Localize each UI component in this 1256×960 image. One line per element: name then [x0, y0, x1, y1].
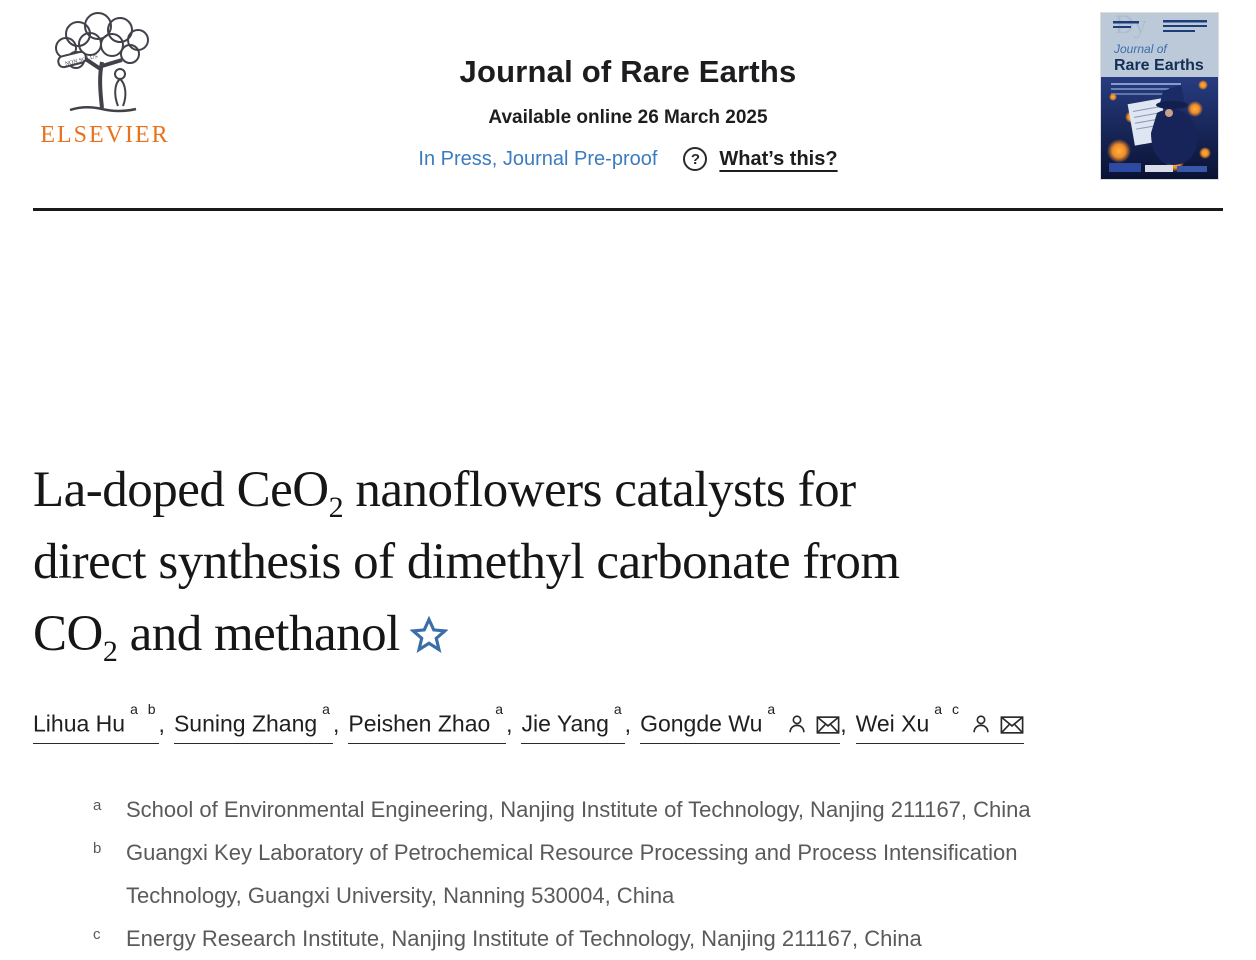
elsevier-logo[interactable]: NON SOLUS ELSEVIER — [36, 12, 174, 149]
affiliation-text: School of Environmental Engineering, Nan… — [126, 796, 1031, 822]
article-title: La-doped CeO2 nanoflowers catalysts for d… — [33, 454, 1223, 670]
press-status-row: In Press, Journal Pre-proof ? What’s thi… — [278, 147, 978, 171]
affiliation-sup: a — [93, 796, 102, 814]
author-link[interactable]: Wei Xua c — [855, 701, 1024, 744]
author-name: Peishen Zhao — [348, 710, 491, 737]
affiliation-item: c Energy Research Institute, Nanjing Inst… — [93, 917, 1093, 960]
person-icon — [973, 715, 989, 732]
author-name: Wei Xu — [855, 710, 930, 737]
author-name: Lihua Hu — [33, 710, 126, 737]
author-link[interactable]: Peishen Zhaoa — [348, 701, 507, 744]
elsevier-wordmark: ELSEVIER — [40, 122, 170, 148]
journal-header: NON SOLUS ELSEVIER Journal of Rare Earth… — [0, 0, 1256, 198]
affiliation-sup: c — [93, 925, 101, 943]
header-divider — [33, 208, 1223, 211]
help-icon[interactable]: ? — [683, 147, 708, 171]
author: Gongde Wua, — [640, 701, 856, 744]
author-name: Jie Yang — [521, 710, 609, 737]
affiliation-item: b Guangxi Key Laboratory of Petrochemical… — [93, 831, 1093, 917]
person-icon — [789, 715, 805, 732]
author: Peishen Zhaoa, — [348, 701, 521, 744]
affiliation-item: a School of Environmental Engineering, Na… — [93, 788, 1093, 831]
author: Jie Yanga, — [521, 701, 640, 744]
affiliation-list: a School of Environmental Engineering, Na… — [93, 788, 1093, 960]
author-affiliation-sup: a — [495, 701, 507, 717]
whats-this-link[interactable]: What’s this? — [719, 147, 838, 170]
author-separator: , — [624, 710, 632, 737]
author-separator: , — [840, 710, 847, 737]
author-link[interactable]: Lihua Hua b — [33, 701, 159, 744]
author-name: Suning Zhang — [173, 710, 318, 737]
affiliation-text: Guangxi Key Laboratory of Petrochemical … — [126, 839, 1018, 908]
author-link[interactable]: Gongde Wua — [640, 701, 841, 744]
in-press-link[interactable]: In Press, Journal Pre-proof — [418, 147, 658, 170]
envelope-icon — [816, 715, 840, 734]
author-affiliation-sup: a — [613, 701, 625, 717]
author-affiliation-sup: a — [767, 701, 779, 717]
article-title-text: La-doped CeO2 nanoflowers catalysts for d… — [33, 462, 900, 669]
author-separator: , — [158, 710, 165, 737]
author-separator: , — [332, 710, 340, 737]
cover-journal-line1: Journal of — [1113, 42, 1168, 56]
author-link[interactable]: Suning Zhanga — [173, 701, 333, 744]
author: Suning Zhanga, — [173, 701, 348, 744]
author-separator: , — [506, 710, 513, 737]
author: Lihua Hua b, — [33, 701, 174, 744]
cover-journal-line2: Rare Earths — [1114, 57, 1204, 74]
header-center: Journal of Rare Earths Available online … — [278, 54, 978, 171]
author-list: Lihua Hua b, Suning Zhanga, Peishen Zhaoa,… — [33, 701, 1223, 744]
author-affiliation-sup: a b — [130, 701, 159, 717]
affiliation-sup: b — [93, 839, 102, 857]
elsevier-tree-icon: NON SOLUS — [55, 12, 149, 113]
journal-name: Journal of Rare Earths — [459, 54, 797, 89]
envelope-icon — [1000, 715, 1024, 734]
author-affiliation-sup: a c — [934, 701, 962, 717]
affiliation-text: Energy Research Institute, Nanjing Insti… — [126, 925, 922, 951]
article-main: La-doped CeO2 nanoflowers catalysts for d… — [0, 454, 1256, 960]
author: Wei Xua c — [855, 701, 1024, 744]
author-affiliation-sup: a — [322, 701, 333, 717]
footnote-star-icon[interactable] — [409, 615, 449, 654]
available-online-date: Available online 26 March 2025 — [488, 107, 768, 128]
author-name: Gongde Wu — [640, 710, 763, 737]
author-link[interactable]: Jie Yanga — [521, 701, 625, 744]
journal-cover-thumbnail[interactable]: Dy Journal of Rare Earths — [1100, 12, 1219, 180]
